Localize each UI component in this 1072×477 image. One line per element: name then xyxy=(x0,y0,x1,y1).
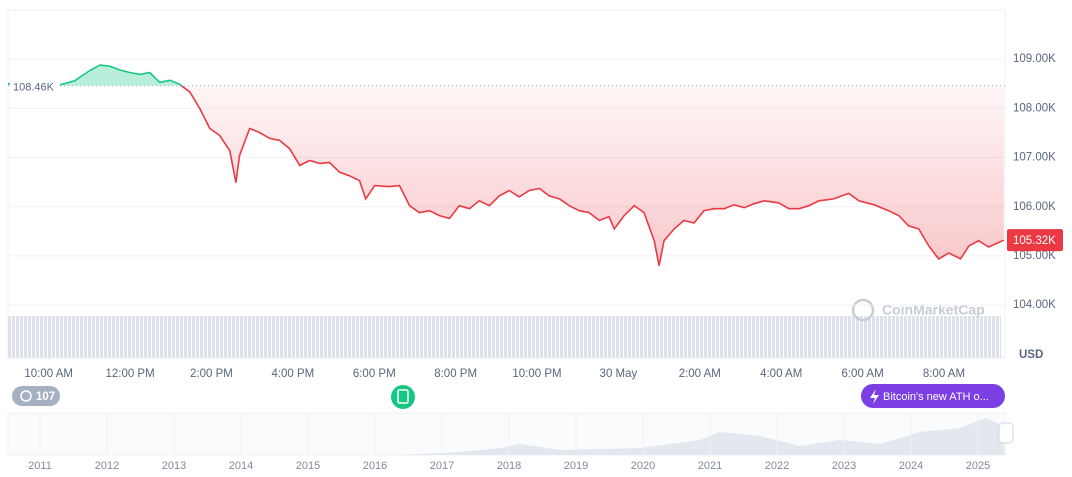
volume-bars xyxy=(8,316,1001,358)
navigator-years: 2011 2012 2013 2014 2015 2016 2017 2018 2019 2020… xyxy=(28,413,990,472)
x-tick-label: 10:00 PM xyxy=(512,368,561,380)
navigator-year: 2013 xyxy=(162,460,186,472)
y-tick-label: 105.00K xyxy=(1013,250,1056,262)
count-badge-text: 107 xyxy=(36,391,55,403)
x-tick-label: 12:00 PM xyxy=(105,368,154,380)
navigator-year: 2019 xyxy=(564,460,588,472)
area-up xyxy=(8,65,1004,86)
x-tick-label: 6:00 PM xyxy=(353,368,396,380)
navigator-year: 2022 xyxy=(765,460,789,472)
plot: 104.00K 105.00K 106.00K 107.00K 108.00K 109.0… xyxy=(8,53,1063,380)
price-line-down xyxy=(180,85,1005,266)
area-down xyxy=(181,85,1004,266)
navigator-year: 2021 xyxy=(698,460,722,472)
y-tick-label: 106.00K xyxy=(1013,201,1056,213)
x-tick-label: 2:00 AM xyxy=(679,368,721,380)
event-badge[interactable]: Bitcoin's new ATH o... xyxy=(861,384,1005,408)
count-badge[interactable]: 107 xyxy=(12,386,60,406)
navigator-year: 2011 xyxy=(28,460,52,472)
navigator xyxy=(7,412,1014,456)
y-axis-label: USD xyxy=(1019,349,1043,361)
navigator-year: 2016 xyxy=(363,460,387,472)
navigator-year: 2018 xyxy=(497,460,521,472)
x-tick-label: 2:00 PM xyxy=(190,368,233,380)
last-price-marker xyxy=(1007,229,1063,252)
navigator-year: 2025 xyxy=(966,460,990,472)
event-badge-text: Bitcoin's new ATH o... xyxy=(883,391,989,403)
x-tick-label: 30 May xyxy=(600,368,638,380)
x-tick-label: 4:00 PM xyxy=(271,368,314,380)
navigator-year: 2023 xyxy=(832,460,856,472)
x-tick-label: 8:00 PM xyxy=(434,368,477,380)
navigator-year: 2012 xyxy=(95,460,119,472)
news-badge[interactable] xyxy=(391,385,415,409)
y-tick-label: 107.00K xyxy=(1013,152,1056,164)
navigator-year: 2020 xyxy=(631,460,655,472)
baseline-label: 108.46K xyxy=(13,82,55,94)
watermark-text: CoinMarketCap xyxy=(882,302,985,318)
navigator-year: 2015 xyxy=(296,460,320,472)
x-tick-label: 4:00 AM xyxy=(760,368,802,380)
last-price-label: 105.32K xyxy=(1013,235,1056,247)
watermark: CoinMarketCap xyxy=(851,298,985,322)
navigator-year: 2014 xyxy=(229,460,253,472)
navigator-year: 2017 xyxy=(430,460,454,472)
x-tick-label: 8:00 AM xyxy=(923,368,965,380)
y-tick-label: 104.00K xyxy=(1013,299,1056,311)
navigator-year: 2024 xyxy=(899,460,923,472)
x-tick-label: 10:00 AM xyxy=(24,368,73,380)
y-tick-label: 109.00K xyxy=(1013,53,1056,65)
x-tick-label: 6:00 AM xyxy=(841,368,883,380)
y-tick-label: 108.00K xyxy=(1013,102,1056,114)
baseline-label-bg xyxy=(10,77,60,94)
